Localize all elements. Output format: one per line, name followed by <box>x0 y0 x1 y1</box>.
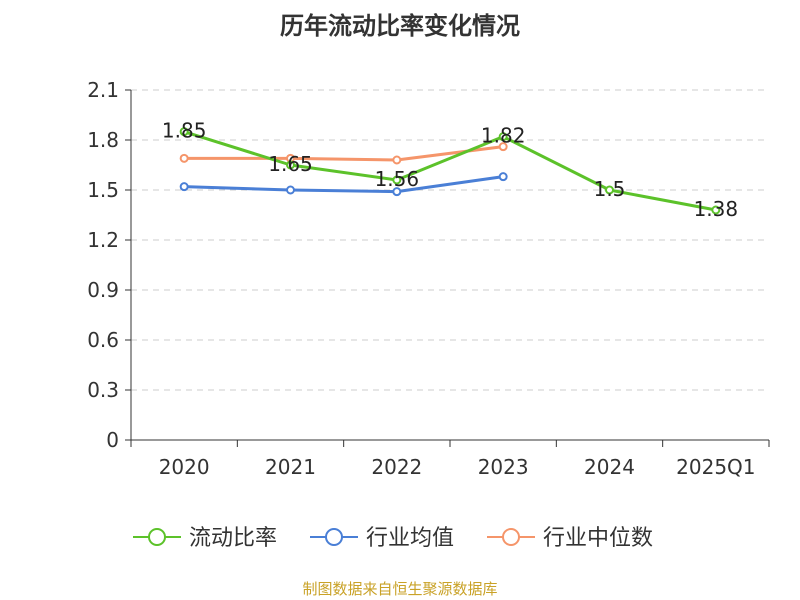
legend: 流动比率 行业均值 行业中位数 <box>133 526 653 551</box>
series-line <box>183 130 717 212</box>
y-tick-label: 0 <box>106 428 119 452</box>
y-tick-label: 0.6 <box>87 328 119 352</box>
data-point <box>179 127 189 137</box>
data-point <box>498 142 508 152</box>
y-tick-label: 0.9 <box>87 278 119 302</box>
y-tick-label: 0.3 <box>87 378 119 402</box>
data-point <box>286 185 295 195</box>
x-tick-label: 2022 <box>371 455 422 479</box>
y-tick-label: 2.1 <box>87 78 119 102</box>
data-label: 1.65 <box>268 152 313 176</box>
series-layer <box>179 127 721 215</box>
data-point <box>179 153 189 163</box>
data-point <box>498 132 508 142</box>
data-point <box>392 175 402 185</box>
data-source-note: 制图数据来自恒生聚源数据库 <box>302 580 498 598</box>
x-tick-label: 2023 <box>478 455 529 479</box>
x-tick-label: 2020 <box>159 455 210 479</box>
legend-marker <box>148 528 166 546</box>
legend-marker <box>502 528 520 546</box>
data-point <box>286 160 295 170</box>
y-tick-label: 1.5 <box>87 178 119 202</box>
series-line <box>184 175 504 194</box>
data-point <box>179 182 189 192</box>
data-point <box>392 187 402 197</box>
legend-marker <box>325 528 343 546</box>
data-point <box>605 185 614 195</box>
data-point <box>498 172 508 182</box>
data-label: 1.38 <box>694 197 739 221</box>
x-tick-label: 2024 <box>584 455 635 479</box>
data-label: 1.82 <box>481 124 526 148</box>
data-label: 1.85 <box>162 119 207 143</box>
legend-label: 流动比率 <box>189 526 277 551</box>
x-tick-label: 2021 <box>265 455 316 479</box>
x-tick-label: 2025Q1 <box>676 455 755 479</box>
data-label: 1.5 <box>594 177 626 201</box>
y-tick-label: 1.8 <box>87 128 119 152</box>
data-point <box>711 205 721 215</box>
data-point <box>392 155 402 165</box>
data-label: 1.56 <box>375 167 420 191</box>
label-layer: 1.85 1.65 1.56 1.82 1.5 1.38 <box>162 119 738 221</box>
legend-label: 行业中位数 <box>543 526 653 551</box>
legend-label: 行业均值 <box>366 526 454 551</box>
y-tick-label: 1.2 <box>87 228 119 252</box>
grid-layer <box>131 89 769 391</box>
axis-layer: 0 0.3 0.6 0.9 1.2 1.5 1.8 2.1 2020 2021 2022 2023 20… <box>87 78 770 479</box>
series-line <box>184 145 504 162</box>
chart-title: 历年流动比率变化情况 <box>280 12 520 40</box>
